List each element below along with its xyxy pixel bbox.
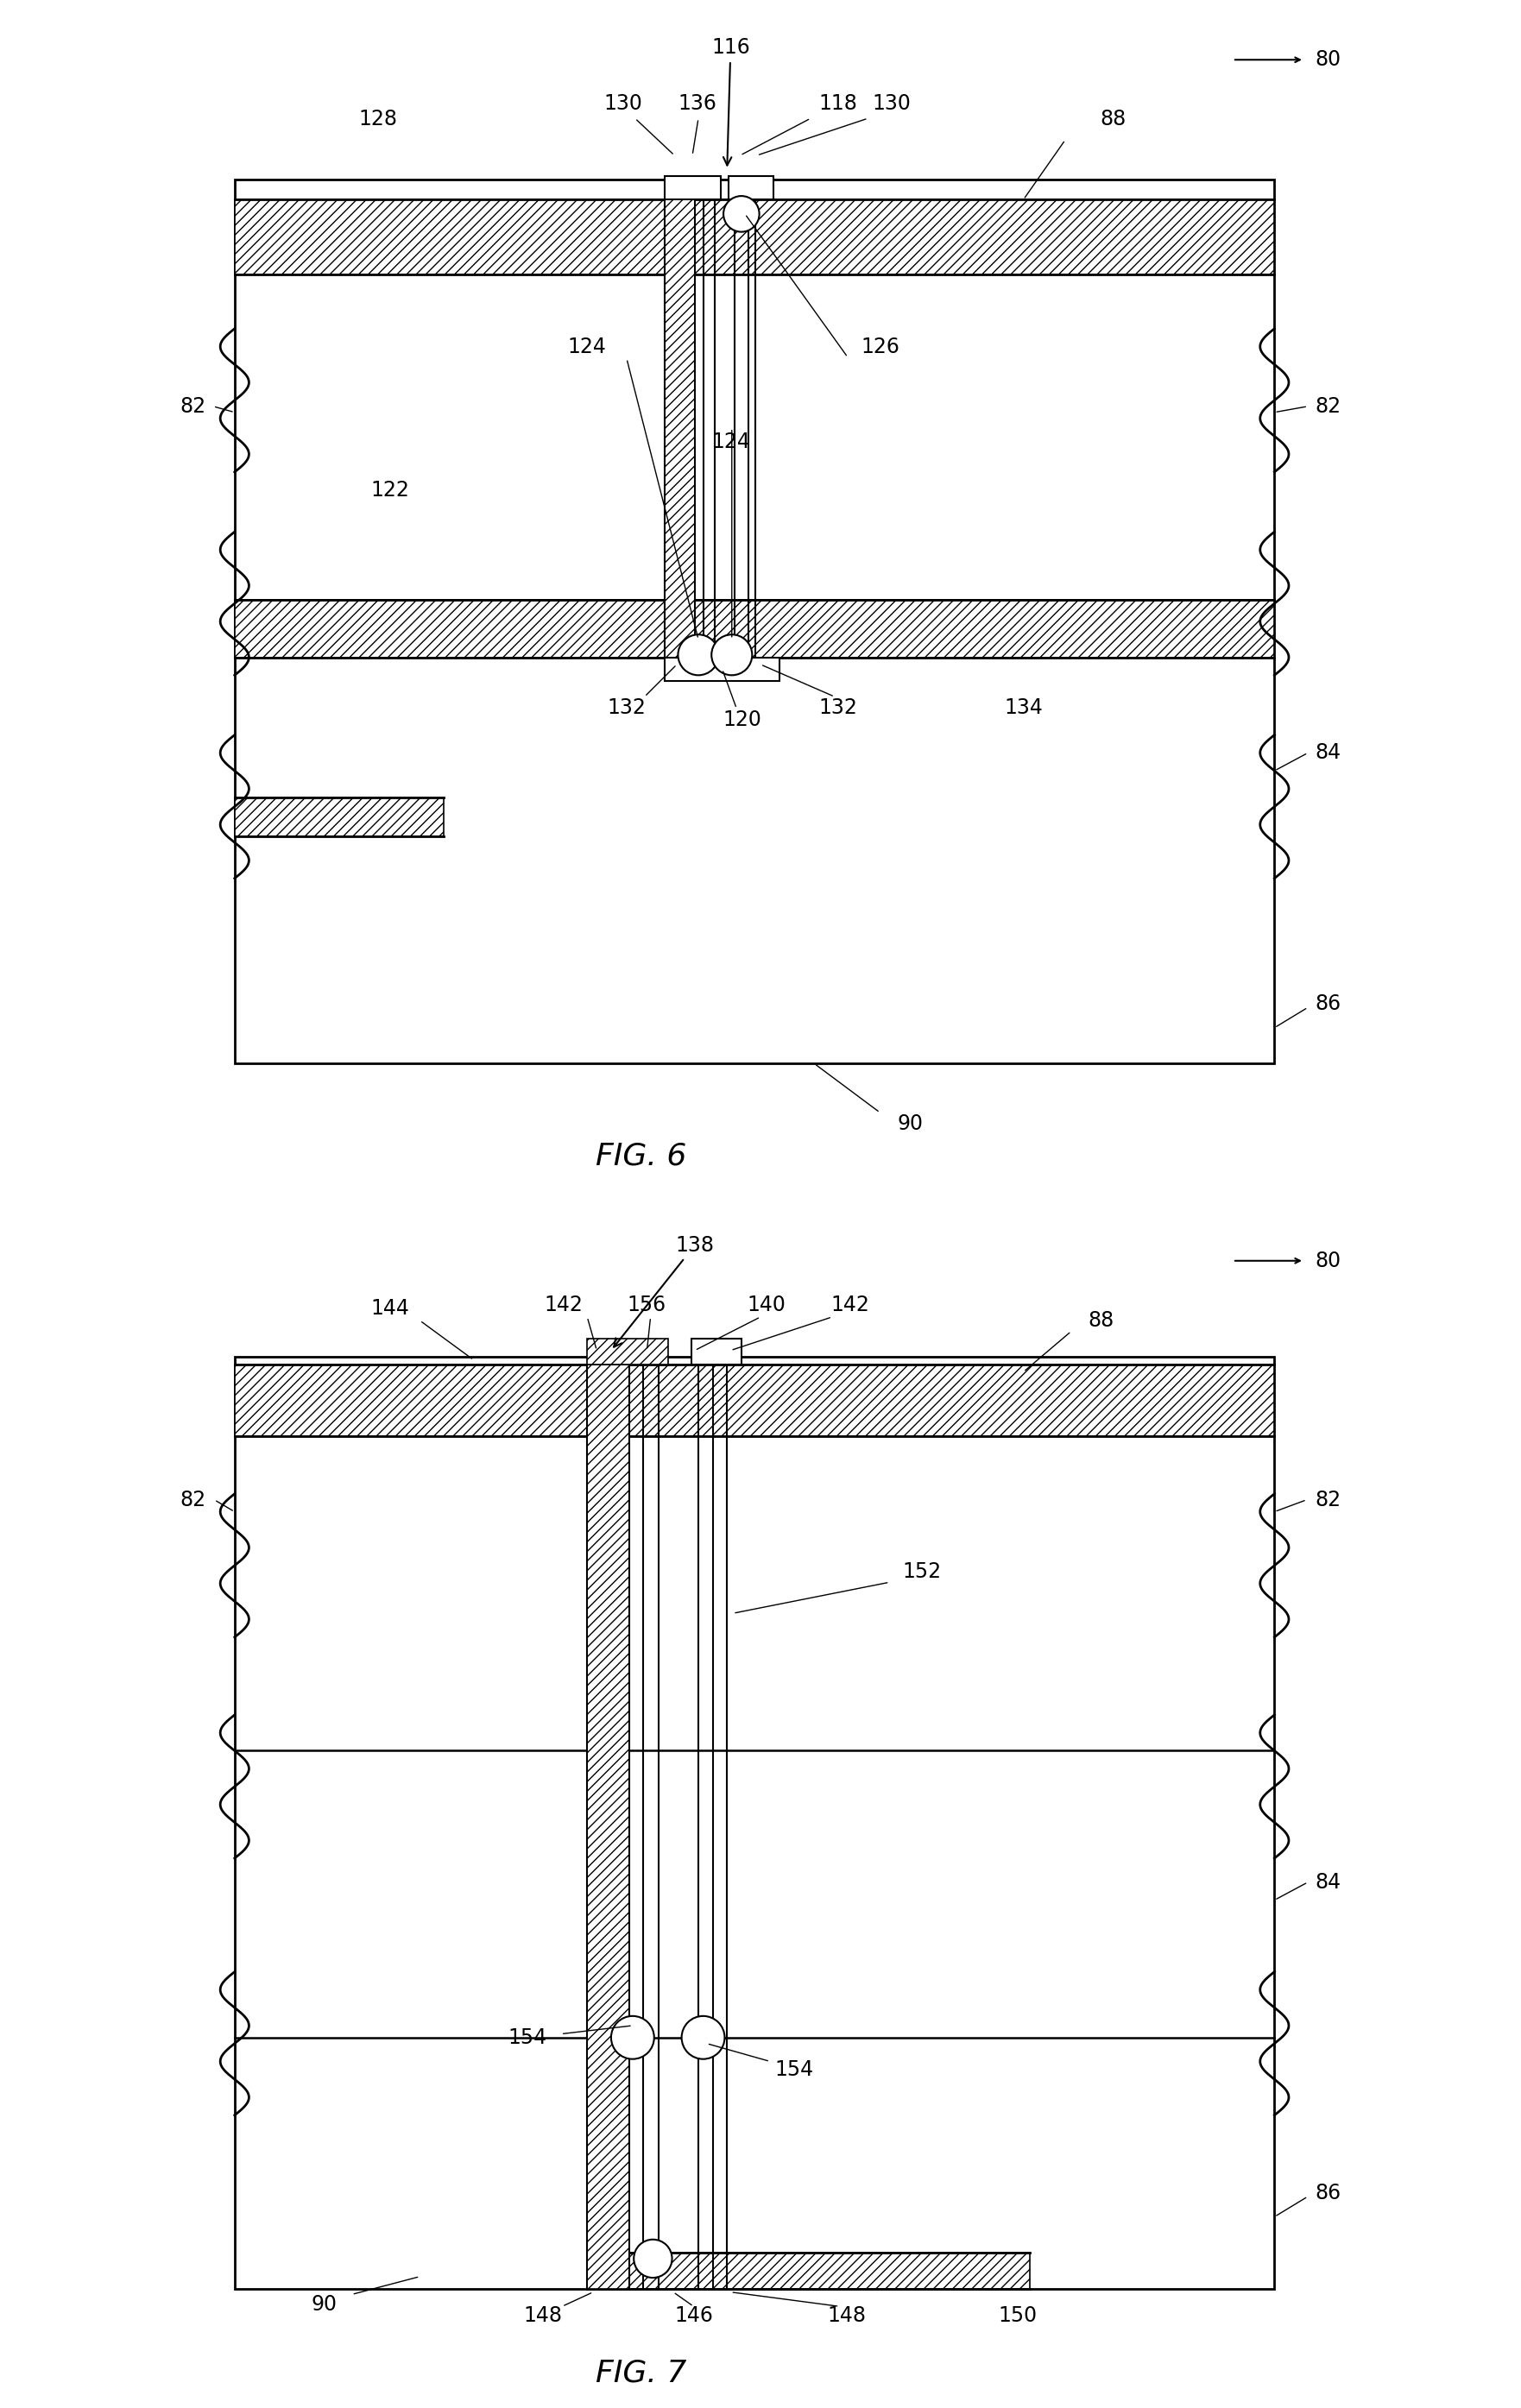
Bar [234,600,1275,657]
Text: 142: 142 [545,1296,583,1315]
Text: 134: 134 [1004,696,1043,718]
Circle shape [681,2015,724,2059]
Bar [587,2251,1030,2288]
Bar [665,657,780,681]
Text: FIG. 6: FIG. 6 [596,1141,686,1170]
Bar [234,1365,1275,1438]
Text: 128: 128 [359,108,397,130]
Text: 90: 90 [897,1112,923,1134]
Text: 84: 84 [1316,742,1342,763]
Text: 136: 136 [678,94,716,113]
Circle shape [724,195,759,231]
Text: 88: 88 [1088,1310,1115,1332]
Text: 138: 138 [614,1235,715,1346]
Text: 84: 84 [1316,1871,1342,1893]
Text: 80: 80 [1316,1250,1342,1271]
Text: 80: 80 [1316,51,1342,70]
Bar [587,1365,630,2288]
Text: 130: 130 [873,94,911,113]
Text: 148: 148 [523,2304,563,2326]
Text: FIG. 7: FIG. 7 [596,2357,686,2389]
Bar [665,176,721,200]
Text: 148: 148 [827,2304,865,2326]
Text: 132: 132 [607,696,646,718]
Text: 82: 82 [1316,395,1342,417]
Text: 86: 86 [1316,995,1342,1014]
Circle shape [678,636,718,674]
Bar [234,1356,1275,2288]
Bar [234,797,444,836]
Bar [665,200,695,657]
Bar [729,176,774,200]
Text: 82: 82 [1316,1491,1342,1510]
Text: 90: 90 [312,2295,338,2314]
Text: 88: 88 [1100,108,1126,130]
Text: 82: 82 [179,395,205,417]
Text: 86: 86 [1316,2182,1342,2203]
Bar [691,1339,741,1365]
Text: 152: 152 [902,1560,941,1582]
Text: 126: 126 [861,337,899,356]
Text: 140: 140 [747,1296,786,1315]
Bar [234,178,1275,1064]
Text: 156: 156 [628,1296,666,1315]
Text: 150: 150 [998,2304,1037,2326]
Text: 122: 122 [371,479,409,501]
Bar [234,200,1275,275]
Text: 154: 154 [774,2059,814,2081]
Text: 146: 146 [674,2304,713,2326]
Text: 144: 144 [371,1298,409,1320]
Bar [587,1339,668,1365]
Circle shape [712,636,751,674]
Circle shape [634,2239,672,2278]
Text: 142: 142 [830,1296,870,1315]
Text: 82: 82 [179,1491,205,1510]
Text: 132: 132 [818,696,858,718]
Circle shape [611,2015,654,2059]
Text: 116: 116 [712,39,750,166]
Text: 118: 118 [818,94,858,113]
Text: 154: 154 [508,2028,548,2047]
Text: 124: 124 [567,337,607,356]
Text: 130: 130 [604,94,642,113]
Text: 124: 124 [712,431,750,453]
Text: 120: 120 [722,708,762,730]
